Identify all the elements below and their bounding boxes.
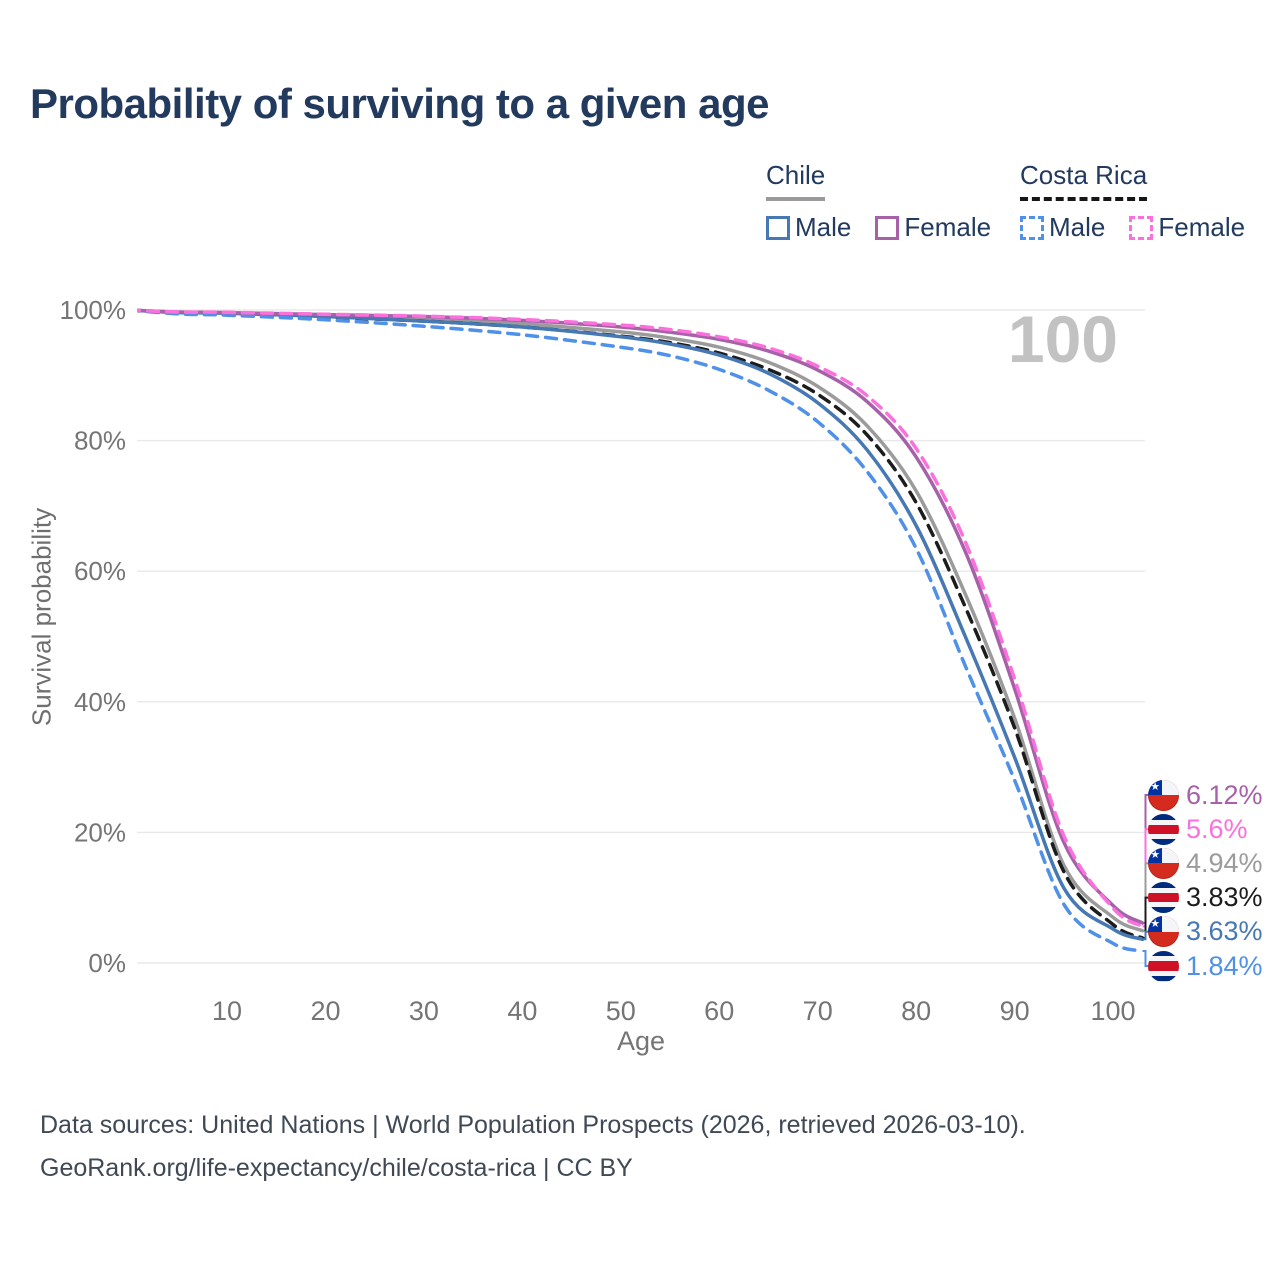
chile-flag-icon: ★ [1148, 779, 1179, 811]
end-value-label: 6.12% [1186, 779, 1263, 810]
x-axis-title: Age [617, 1026, 665, 1056]
series-line-costa-rica-male[interactable] [129, 308, 1145, 953]
legend-country-chile: Chile [766, 160, 826, 201]
end-label-connector [1142, 950, 1149, 967]
chile-male-swatch-icon [766, 215, 790, 240]
x-tick-label: 70 [803, 996, 833, 1026]
series-line-costa-rica-both-sexes[interactable] [129, 308, 1145, 940]
legend-row-costa-rica: Male Female [1020, 212, 1245, 243]
end-value-label: 5.6% [1186, 813, 1248, 844]
costa-rica-flag-icon [1148, 882, 1179, 914]
footer-url: GeoRank.org/life-expectancy/chile/costa-… [40, 1154, 633, 1182]
footer: Data sources: United Nations | World Pop… [40, 1104, 1026, 1190]
x-tick-label: 40 [507, 996, 537, 1026]
x-tick-label: 30 [409, 996, 439, 1026]
age-watermark: 100 [1008, 302, 1118, 376]
end-value-label: 3.63% [1186, 916, 1263, 947]
costa-rica-flag-icon [1148, 950, 1179, 982]
x-tick-label: 60 [704, 996, 734, 1026]
footer-sources: Data sources: United Nations | World Pop… [40, 1111, 1026, 1139]
end-label-row: ★ 4.94% [1148, 846, 1263, 880]
legend-group-costa-rica: Costa Rica Male Female [1020, 160, 1245, 243]
x-tick-label: 80 [901, 996, 931, 1026]
costa-rica-female-swatch-icon [1129, 215, 1154, 240]
legend-item-costa-rica-female[interactable]: Female [1129, 212, 1245, 243]
series-line-chile-female[interactable] [129, 308, 1145, 925]
end-label-row: 3.83% [1148, 881, 1263, 915]
x-tick-label: 50 [606, 996, 636, 1026]
legend-row-chile: Male Female [766, 212, 991, 243]
end-value-label: 3.83% [1186, 882, 1263, 913]
x-tick-label: 10 [212, 996, 242, 1026]
x-tick-label: 20 [310, 996, 340, 1026]
y-tick-label: 40% [74, 687, 126, 717]
legend-country-costa-rica: Costa Rica [1020, 160, 1148, 201]
y-tick-label: 60% [74, 556, 126, 586]
y-tick-label: 80% [74, 426, 126, 456]
end-label-row: 1.84% [1148, 949, 1263, 983]
legend-item-chile-male[interactable]: Male [766, 212, 851, 243]
end-label-row: ★ 6.12% [1148, 778, 1263, 812]
x-tick-label: 90 [1000, 996, 1030, 1026]
costa-rica-male-swatch-icon [1020, 215, 1044, 240]
costa-rica-flag-icon [1148, 813, 1179, 845]
x-tick-label: 100 [1090, 996, 1135, 1026]
y-tick-label: 0% [88, 948, 126, 978]
legend-label: Male [795, 212, 852, 242]
page-title: Probability of surviving to a given age [30, 80, 769, 127]
legend-item-chile-female[interactable]: Female [875, 212, 991, 243]
end-value-label: 4.94% [1186, 847, 1263, 878]
y-tick-label: 100% [60, 295, 127, 325]
legend-group-chile: Chile Male Female [766, 160, 991, 243]
chile-female-swatch-icon [875, 215, 900, 240]
legend-label: Female [1158, 212, 1246, 242]
y-tick-label: 20% [74, 817, 126, 847]
end-label-connector [1142, 896, 1149, 939]
chile-flag-icon: ★ [1148, 916, 1179, 948]
end-label-row: ★ 3.63% [1148, 915, 1263, 949]
end-value-label: 1.84% [1186, 950, 1263, 981]
y-axis-title: Survival probability [26, 507, 57, 727]
chile-flag-icon: ★ [1148, 847, 1179, 879]
series-line-chile-male[interactable] [129, 308, 1145, 942]
end-label-connector [1142, 930, 1149, 941]
end-label-row: 5.6% [1148, 812, 1248, 846]
legend-label: Female [904, 212, 992, 242]
legend-item-costa-rica-male[interactable]: Male [1020, 212, 1105, 243]
series-line-costa-rica-female[interactable] [129, 308, 1145, 929]
legend-label: Male [1049, 212, 1106, 242]
